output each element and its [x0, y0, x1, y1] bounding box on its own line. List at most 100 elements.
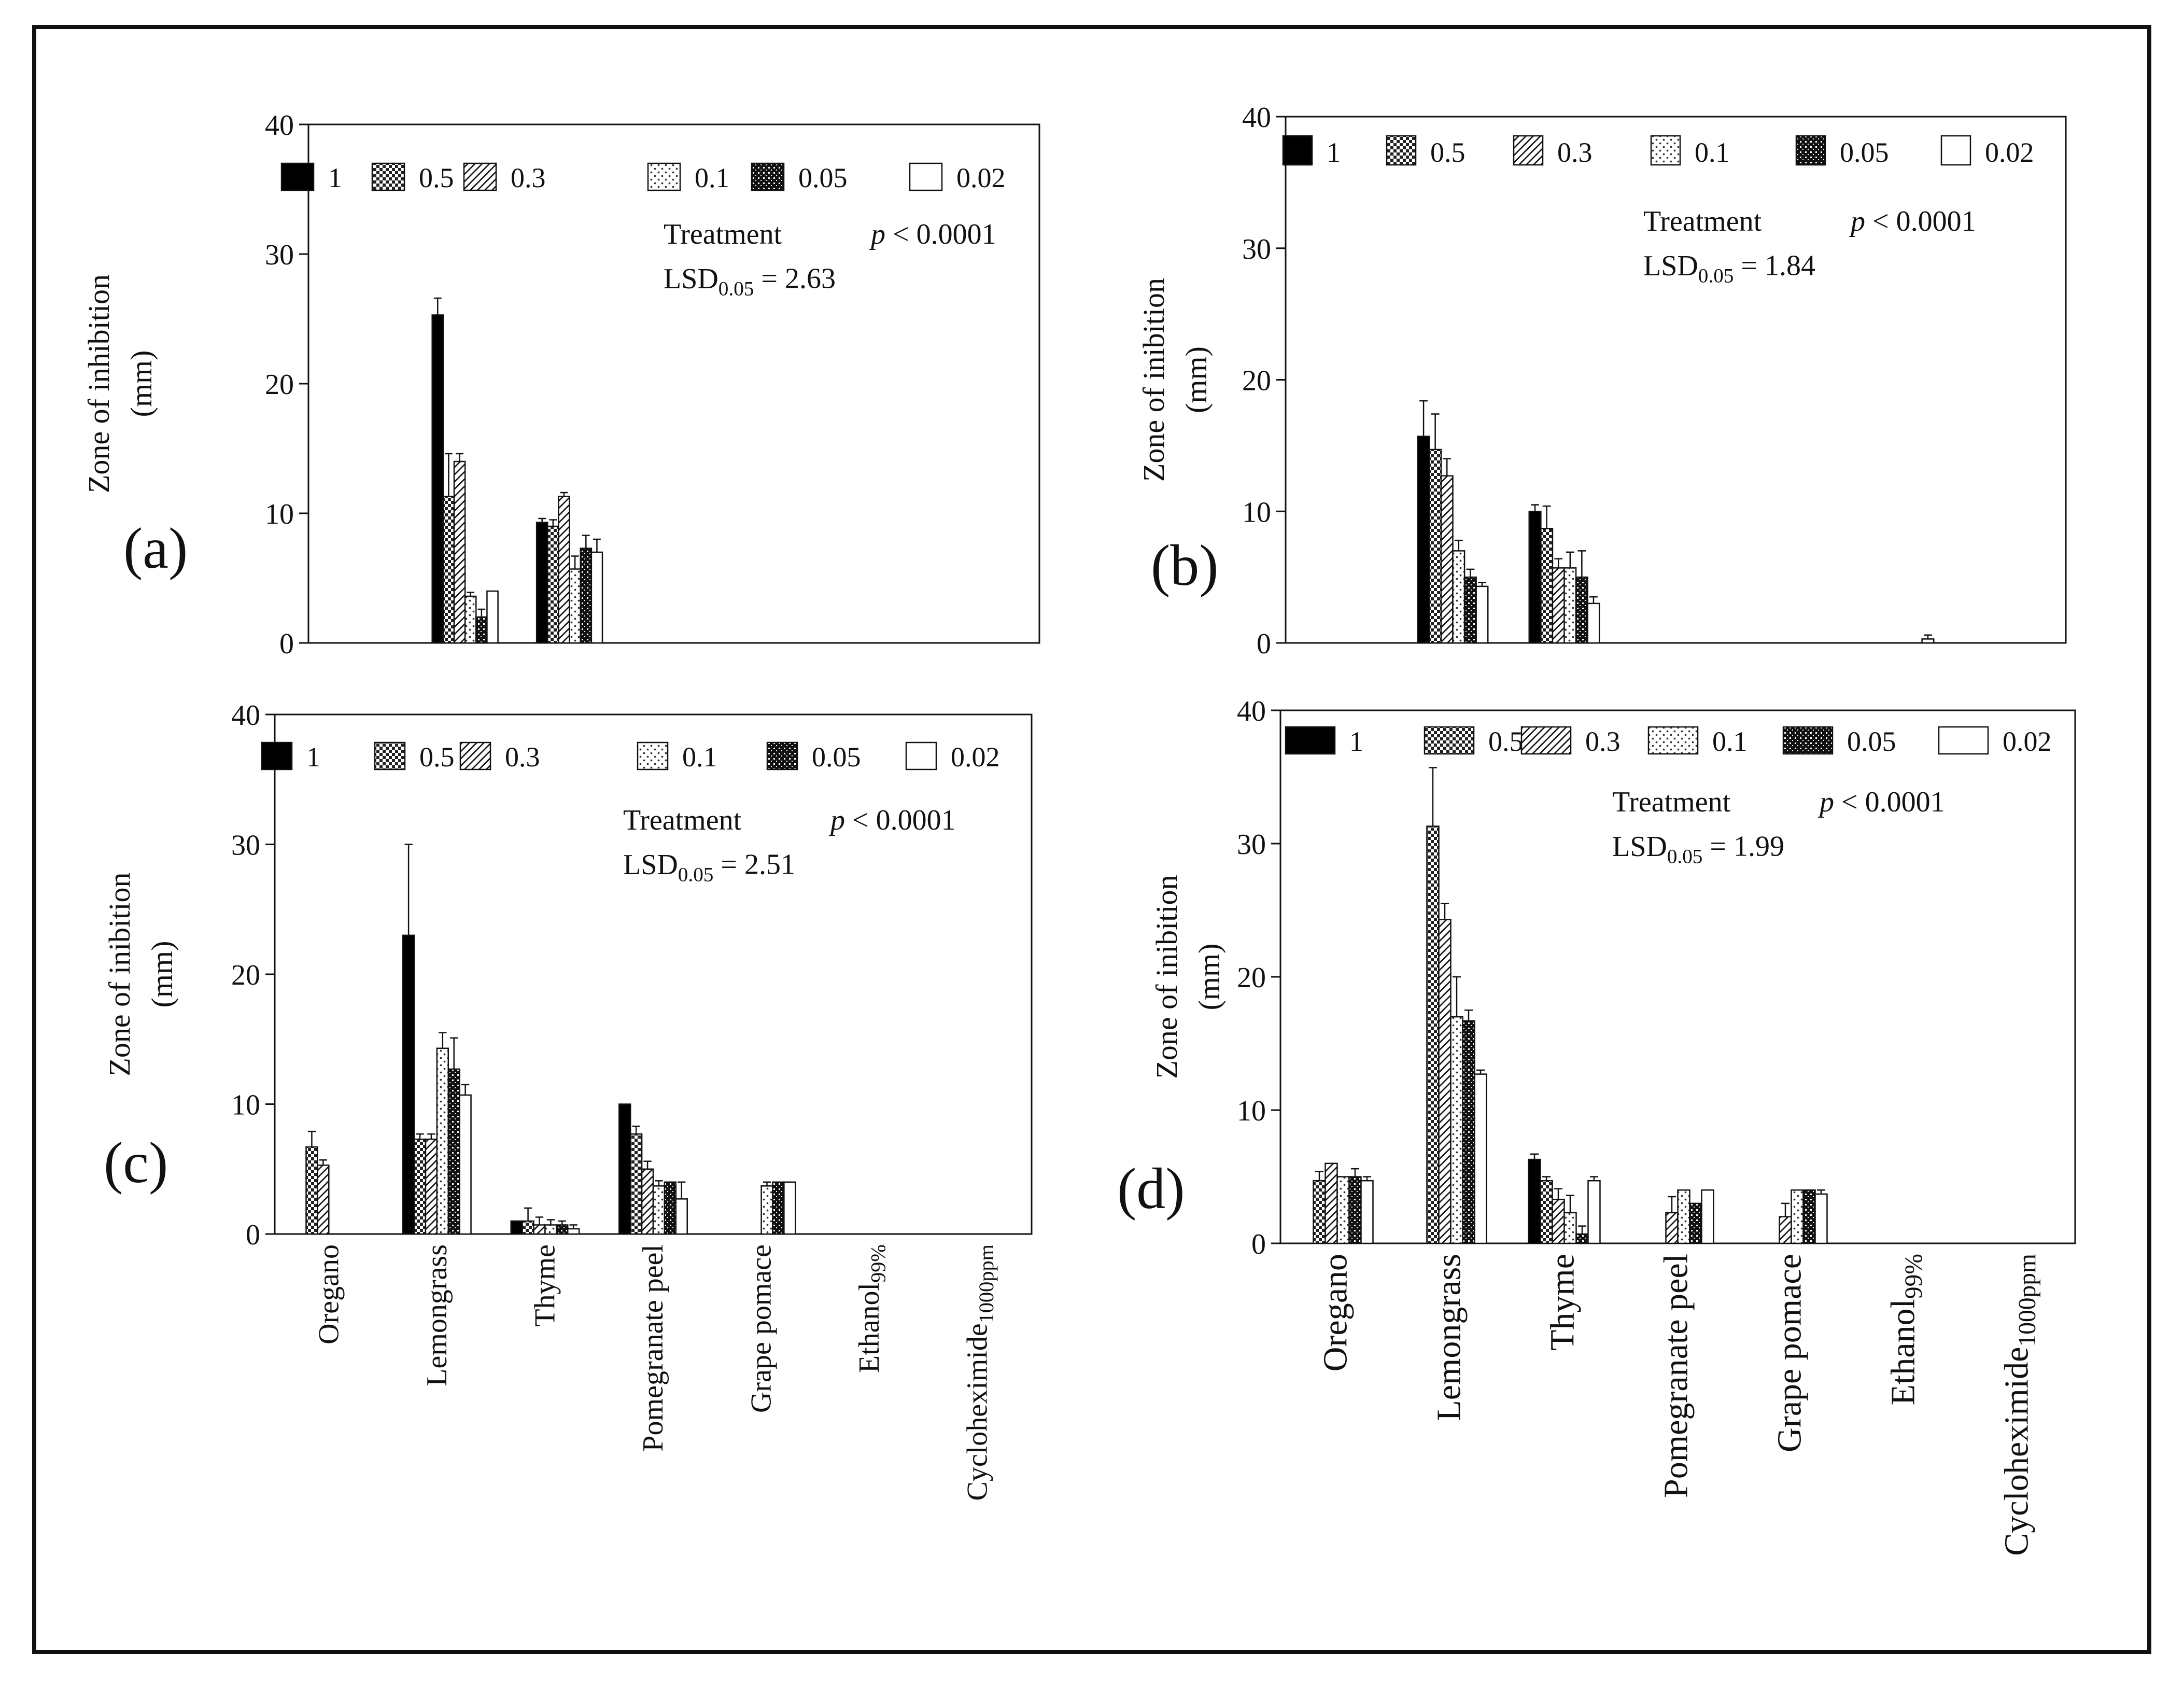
legend-label: 1 — [328, 162, 342, 193]
y-tick-label: 10 — [1237, 1095, 1266, 1127]
y-tick-label: 20 — [1242, 365, 1271, 397]
bar — [1540, 527, 1554, 644]
bar — [1528, 511, 1542, 644]
y-tick-label: 40 — [1242, 102, 1271, 134]
legend-label: 0.05 — [812, 741, 861, 773]
bar — [1463, 576, 1477, 644]
category-label: Thyme — [529, 1244, 561, 1327]
legend-swatch-1 — [280, 162, 315, 191]
y-axis-label: Zone of inibition (mm) — [103, 872, 179, 1076]
y-axis-label-line1: Zone of inibition — [1137, 278, 1171, 482]
bar — [536, 522, 548, 644]
p-value: p < 0.0001 — [1817, 786, 1945, 818]
legend-swatch-0_02 — [909, 162, 943, 191]
legend-label: 0.05 — [1847, 726, 1896, 757]
chart-panel-b: 0 10 20 30 40 Zone of inibition (mm) (b) 1 0.5 0.3… — [1137, 102, 2067, 660]
bar — [459, 1094, 472, 1235]
bar — [431, 314, 444, 644]
bar — [1336, 1176, 1350, 1244]
bar — [580, 548, 593, 644]
legend-swatch-0_5 — [1424, 726, 1475, 755]
legend-label: 0.1 — [682, 741, 717, 773]
bar — [1665, 1212, 1679, 1244]
category-label: Cycloheximide1000ppm — [962, 1244, 998, 1501]
y-tick-label: 0 — [279, 628, 294, 660]
x-tick-label: Grape pomace — [745, 1244, 778, 1413]
treatment-label: Treatment — [664, 218, 782, 250]
y-tick-label: 30 — [231, 830, 260, 862]
y-tick-label: 10 — [231, 1089, 260, 1122]
legend-swatch-0_1 — [1647, 726, 1699, 755]
bar — [522, 1220, 534, 1235]
legend-label: 0.3 — [1557, 137, 1593, 168]
y-axis-label: Zone of inibition (mm) — [1150, 875, 1226, 1078]
y-tick-label: 0 — [1251, 1228, 1266, 1260]
bar — [1450, 1016, 1463, 1244]
legend-label: 1 — [1327, 137, 1341, 168]
y-axis-label-line2: (mm) — [1192, 944, 1226, 1011]
category-label: Ethanol99% — [1884, 1254, 1927, 1405]
bar — [1921, 638, 1935, 644]
y-axis-label-line2: (mm) — [145, 941, 179, 1008]
y-tick-label: 40 — [1237, 695, 1266, 727]
chart-panel-d: 0 10 20 30 40 Zone of inibition (mm) (d) 1 0.5 0.3… — [1117, 695, 2076, 1556]
category-label: Lemongrass — [421, 1244, 453, 1386]
bar — [1348, 1176, 1362, 1244]
y-tick-label: 30 — [1237, 829, 1266, 861]
y-axis-label: Zone of inibition (mm) — [1137, 278, 1213, 482]
bar — [558, 496, 570, 644]
bar — [1426, 825, 1440, 1244]
legend-label: 0.02 — [956, 162, 1006, 193]
legend-label: 0.05 — [798, 162, 848, 193]
bar — [1575, 576, 1588, 644]
x-tick-label: Thyme — [1544, 1254, 1582, 1351]
y-tick-label: 30 — [1242, 233, 1271, 265]
p-value: p < 0.0001 — [869, 218, 996, 250]
bar — [1814, 1193, 1828, 1244]
bar — [618, 1103, 631, 1235]
category-label: Pomegranate peel — [1657, 1254, 1695, 1498]
bar — [1438, 919, 1452, 1244]
bar — [556, 1224, 569, 1235]
lsd-value: LSD0.05 = 1.99 — [1612, 831, 1784, 868]
y-tick-label: 20 — [1237, 962, 1266, 994]
lsd-value: LSD0.05 = 2.51 — [623, 849, 795, 886]
bar — [1802, 1189, 1816, 1244]
legend-label: 0.05 — [1840, 137, 1889, 168]
legend-label: 0.3 — [511, 162, 546, 193]
legend-label: 0.5 — [419, 162, 454, 193]
bar — [402, 934, 415, 1235]
legend-label: 0.3 — [505, 741, 540, 773]
bar — [544, 1224, 557, 1235]
legend-label: 0.1 — [1695, 137, 1730, 168]
bar — [1360, 1180, 1374, 1244]
bar — [1779, 1216, 1792, 1244]
treatment-label: Treatment — [623, 804, 742, 836]
bar — [486, 590, 499, 644]
legend-swatch-0_3 — [1520, 726, 1572, 755]
bar — [1677, 1189, 1690, 1244]
x-tick-label: Lemongrass — [421, 1244, 453, 1386]
bar — [664, 1181, 677, 1235]
legend-label: 0.02 — [2003, 726, 2052, 757]
bar — [1528, 1158, 1541, 1244]
bar — [1440, 475, 1454, 644]
bar — [425, 1138, 438, 1235]
lsd-value: LSD0.05 = 2.63 — [664, 263, 836, 300]
chart-panel-a: 0 10 20 30 40 Zone of inhibition (mm) (a) 1 0.5 0.… — [82, 109, 1040, 660]
x-tick-label: Ethanol99% — [1884, 1254, 1927, 1405]
bar — [1417, 436, 1430, 644]
panel-tag: (d) — [1117, 1157, 1185, 1221]
bar — [1689, 1202, 1702, 1244]
bar — [1587, 1180, 1601, 1244]
y-axis-label-line2: (mm) — [1179, 346, 1213, 413]
panel-tag: (a) — [123, 516, 188, 581]
bar — [533, 1224, 546, 1235]
bar — [1587, 602, 1600, 644]
legend-label: 0.5 — [1430, 137, 1466, 168]
legend-label: 0.1 — [695, 162, 730, 193]
bar — [652, 1185, 666, 1235]
legend-swatch-0_5 — [371, 162, 405, 191]
bar — [1462, 1020, 1475, 1244]
